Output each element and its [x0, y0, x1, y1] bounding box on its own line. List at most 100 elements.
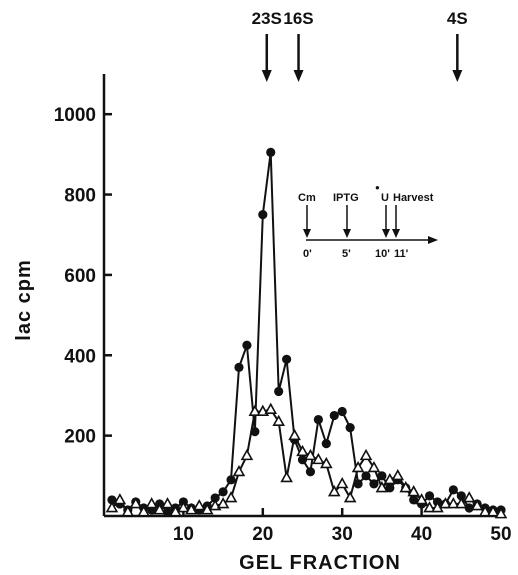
inset-time-11: 11': [394, 248, 409, 260]
data-point-circle: [210, 493, 220, 503]
inset-label-cm: Cm: [298, 192, 316, 204]
inset-time-10: 10': [375, 248, 390, 260]
data-point-triangle: [478, 505, 492, 517]
marker-label: 16S: [283, 9, 313, 28]
y-tick-label: 800: [64, 186, 96, 207]
data-point-triangle: [105, 501, 119, 513]
data-point-triangle: [351, 460, 365, 473]
data-point-circle: [353, 479, 363, 489]
y-tick-label: 200: [64, 427, 96, 448]
data-point-circle: [345, 423, 355, 433]
data-point-triangle: [415, 493, 428, 505]
inset-time-5: 5': [342, 248, 351, 260]
data-point-triangle: [335, 477, 349, 489]
data-point-triangle: [494, 507, 508, 519]
data-series: [105, 147, 508, 519]
x-tick-label: 20: [252, 524, 273, 545]
data-point-triangle: [121, 505, 135, 517]
inset-label-harvest: Harvest: [393, 192, 434, 204]
data-point-triangle: [312, 452, 325, 465]
y-tick-label: 1000: [54, 105, 96, 126]
data-point-triangle: [462, 491, 476, 503]
data-point-triangle: [161, 497, 174, 509]
data-point-triangle: [248, 404, 262, 416]
data-point-triangle: [240, 448, 254, 461]
marker-arrow-head: [293, 70, 304, 82]
marker-arrow-head: [452, 70, 463, 82]
data-point-circle: [107, 495, 117, 505]
data-point-circle: [313, 414, 323, 425]
x-tick-label: 10: [173, 524, 194, 545]
data-point-circle: [305, 467, 316, 477]
data-point-circle: [409, 495, 419, 505]
data-point-circle: [456, 491, 466, 501]
x-ticks: 10 20 30 40 50: [173, 508, 512, 545]
data-point-circle: [369, 479, 379, 489]
data-point-triangle: [447, 497, 460, 509]
data-point-triangle: [216, 497, 230, 509]
inset-arrow-u: [382, 205, 390, 238]
inset-label-iptg: IPTG: [333, 192, 359, 204]
data-point-circle: [424, 491, 435, 501]
inset-timeline-arrowhead: [428, 236, 438, 244]
x-axis-title: GEL FRACTION: [239, 552, 401, 574]
x-tick-label: 40: [411, 524, 432, 545]
data-point-triangle: [192, 499, 206, 511]
data-point-circle: [234, 362, 244, 372]
data-point-triangle: [367, 460, 381, 473]
data-point-triangle: [145, 497, 158, 509]
data-point-circle: [385, 483, 395, 493]
data-point-triangle: [470, 499, 484, 511]
data-point-circle: [448, 485, 458, 495]
inset-label-u: U: [381, 192, 389, 204]
data-point-circle: [321, 439, 331, 449]
data-point-triangle: [232, 464, 246, 477]
inset-timeline: Cm IPTG U ● Harvest 0' 5' 10' 11': [298, 183, 438, 260]
inset-arrow-iptg: [343, 205, 351, 238]
inset-time-0: 0': [303, 248, 312, 260]
marker-label: 23S: [252, 9, 282, 28]
data-point-circle: [297, 455, 308, 465]
data-point-triangle: [153, 503, 166, 515]
data-point-triangle: [288, 428, 301, 441]
data-point-circle: [361, 471, 371, 481]
data-point-triangle: [177, 501, 190, 513]
inset-u-superscript: ●: [375, 183, 380, 192]
data-point-triangle: [327, 485, 341, 497]
data-point-triangle: [137, 505, 151, 517]
data-point-circle: [258, 210, 268, 220]
marker-arrow-head: [261, 70, 272, 82]
data-point-triangle: [454, 497, 468, 509]
marker-label: 4S: [447, 9, 468, 28]
data-point-triangle: [320, 456, 333, 469]
data-point-triangle: [129, 497, 143, 509]
data-point-triangle: [343, 491, 357, 503]
x-tick-label: 30: [332, 524, 353, 545]
data-point-triangle: [439, 497, 452, 509]
y-tick-label: 600: [64, 266, 96, 287]
sedimentation-markers: 23S 16S 4S: [252, 9, 468, 82]
data-point-triangle: [280, 470, 293, 483]
y-axis-title: lac cpm: [13, 259, 35, 340]
data-point-circle: [274, 386, 284, 397]
data-point-triangle: [486, 505, 500, 517]
data-point-circle: [266, 147, 276, 157]
data-point-triangle: [399, 481, 413, 493]
inset-arrow-harvest: [392, 205, 400, 238]
inset-arrow-cm: [303, 205, 311, 238]
data-point-circle: [377, 471, 387, 481]
data-point-triangle: [359, 448, 373, 461]
data-point-circle: [242, 340, 252, 350]
data-point-circle: [282, 354, 292, 364]
data-point-triangle: [272, 414, 285, 427]
data-point-triangle: [391, 468, 405, 481]
data-point-triangle: [113, 493, 127, 505]
data-point-triangle: [407, 485, 420, 497]
y-ticks: 200 400 600 800 1000: [54, 105, 112, 448]
y-tick-label: 400: [64, 346, 96, 367]
data-point-triangle: [304, 448, 317, 461]
data-point-triangle: [224, 491, 238, 503]
x-tick-label: 50: [490, 524, 511, 545]
data-point-triangle: [264, 402, 278, 414]
